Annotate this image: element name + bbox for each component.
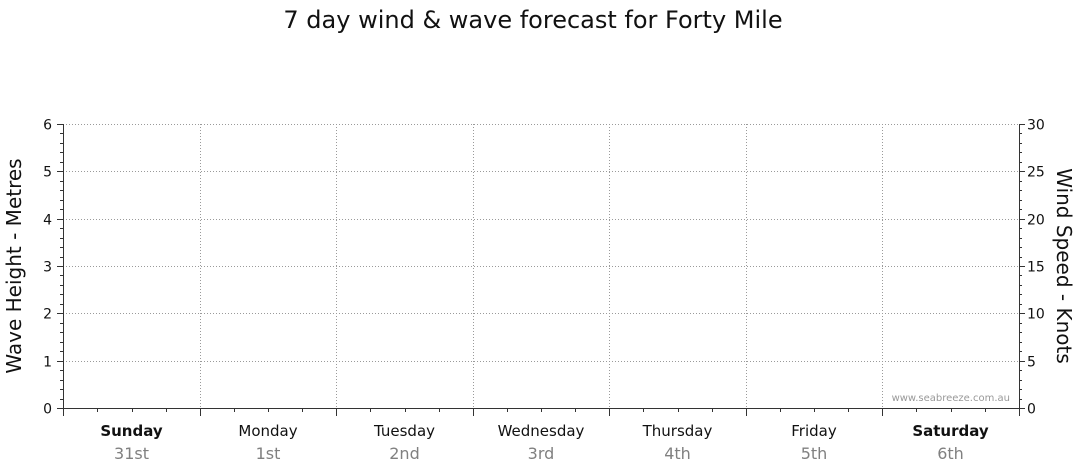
day-date-label: 6th — [937, 444, 964, 463]
watermark: www.seabreeze.com.au — [892, 393, 1010, 404]
chart-title: 7 day wind & wave forecast for Forty Mil… — [283, 6, 782, 34]
left-tick-label: 4 — [43, 213, 52, 229]
day-name-label: Wednesday — [498, 422, 585, 440]
left-tick-label: 5 — [43, 165, 52, 181]
day-date-label: 2nd — [389, 444, 419, 463]
axis-layer — [57, 124, 1025, 416]
right-tick-label: 15 — [1027, 260, 1045, 276]
day-name-label: Sunday — [100, 422, 163, 440]
day-date-label: 1st — [256, 444, 281, 463]
left-tick-label: 2 — [43, 307, 52, 323]
left-tick-label: 6 — [43, 118, 52, 134]
left-tick-labels: 0 1 2 3 4 5 6 — [43, 118, 52, 418]
right-tick-label: 25 — [1027, 165, 1045, 181]
right-tick-labels: 0 5 10 15 20 25 30 — [1027, 118, 1045, 418]
day-name-label: Monday — [238, 422, 297, 440]
right-tick-label: 0 — [1027, 402, 1036, 418]
day-name-label: Saturday — [912, 422, 989, 440]
left-tick-label: 1 — [43, 355, 52, 371]
left-tick-label: 3 — [43, 260, 52, 276]
day-name-label: Thursday — [642, 422, 713, 440]
day-date-label: 5th — [801, 444, 828, 463]
day-name-label: Friday — [791, 422, 837, 440]
grid-layer — [63, 124, 1019, 408]
left-axis-title: Wave Height - Metres — [2, 158, 26, 373]
day-date-label: 31st — [114, 444, 149, 463]
right-tick-label: 30 — [1027, 118, 1045, 134]
right-tick-label: 20 — [1027, 213, 1045, 229]
right-tick-label: 5 — [1027, 355, 1036, 371]
left-tick-label: 0 — [43, 402, 52, 418]
right-axis-title: Wind Speed - Knots — [1052, 168, 1076, 364]
day-date-label: 3rd — [528, 444, 555, 463]
day-labels: Sunday 31st Monday 1st Tuesday 2nd Wednesday 3r… — [100, 422, 989, 463]
right-tick-label: 10 — [1027, 307, 1045, 323]
day-name-label: Tuesday — [373, 422, 435, 440]
day-date-label: 4th — [664, 444, 691, 463]
